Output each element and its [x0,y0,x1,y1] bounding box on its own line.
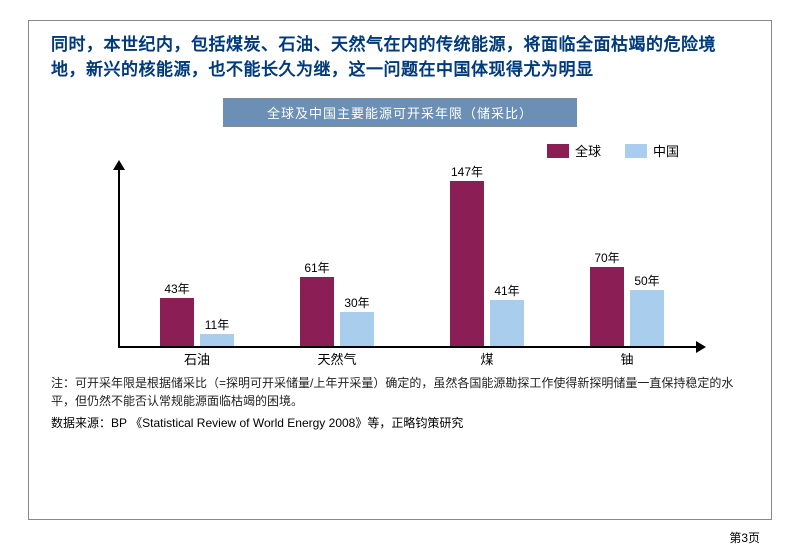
bar-label: 43年 [164,280,189,297]
bar-global: 147年 [450,181,484,346]
bar-label: 70年 [594,249,619,266]
y-axis-arrow-icon [113,160,125,170]
slide-frame: 同时，本世纪内，包括煤炭、石油、天然气在内的传统能源，将面临全面枯竭的危险境地，… [28,20,772,520]
x-tick-label: 铀 [620,349,633,368]
x-tick-label: 石油 [184,349,210,368]
bar-china: 11年 [200,334,234,346]
legend: 全球 中国 [51,141,749,160]
legend-swatch-china [625,144,647,158]
bar-group: 70年50年 [590,267,664,346]
x-axis-arrow-icon [696,341,706,353]
bar-label: 50年 [634,272,659,289]
legend-item-china: 中国 [625,141,679,160]
bar-china: 50年 [630,290,664,346]
bar-group: 61年30年 [300,277,374,346]
bar-label: 61年 [304,259,329,276]
legend-label-global: 全球 [575,141,601,160]
bar-global: 61年 [300,277,334,346]
bar-label: 41年 [494,282,519,299]
chart-title: 全球及中国主要能源可开采年限（储采比） [223,98,577,127]
bar-label: 147年 [451,163,483,180]
footnote: 注：可开采年限是根据储采比（=探明可开采储量/上年开采量）确定的，虽然各国能源勘… [51,374,749,410]
bar-label: 30年 [344,294,369,311]
bar-china: 30年 [340,312,374,346]
headline: 同时，本世纪内，包括煤炭、石油、天然气在内的传统能源，将面临全面枯竭的危险境地，… [51,33,749,82]
bar-group: 43年 11年 [160,298,234,346]
bar-label: 11年 [205,316,229,333]
bar-group: 147年41年 [450,181,524,346]
legend-label-china: 中国 [653,141,679,160]
bar-global: 70年 [590,267,624,346]
legend-item-global: 全球 [547,141,601,160]
page-number: 第3页 [729,529,760,546]
legend-swatch-global [547,144,569,158]
chart: 全球及中国主要能源可开采年限（储采比） 全球 中国 43年11年石油61年30年… [51,98,749,366]
x-axis [118,346,700,348]
x-tick-label: 煤 [480,349,493,368]
data-source: 数据来源：BP 《Statistical Review of World Ene… [51,414,749,431]
y-axis [118,166,120,348]
bar-china: 41年 [490,300,524,346]
plot-area: 43年11年石油61年30年天然气147年41年煤70年50年铀 [100,166,700,366]
bar-global: 43年 [160,298,194,346]
x-tick-label: 天然气 [317,349,356,368]
